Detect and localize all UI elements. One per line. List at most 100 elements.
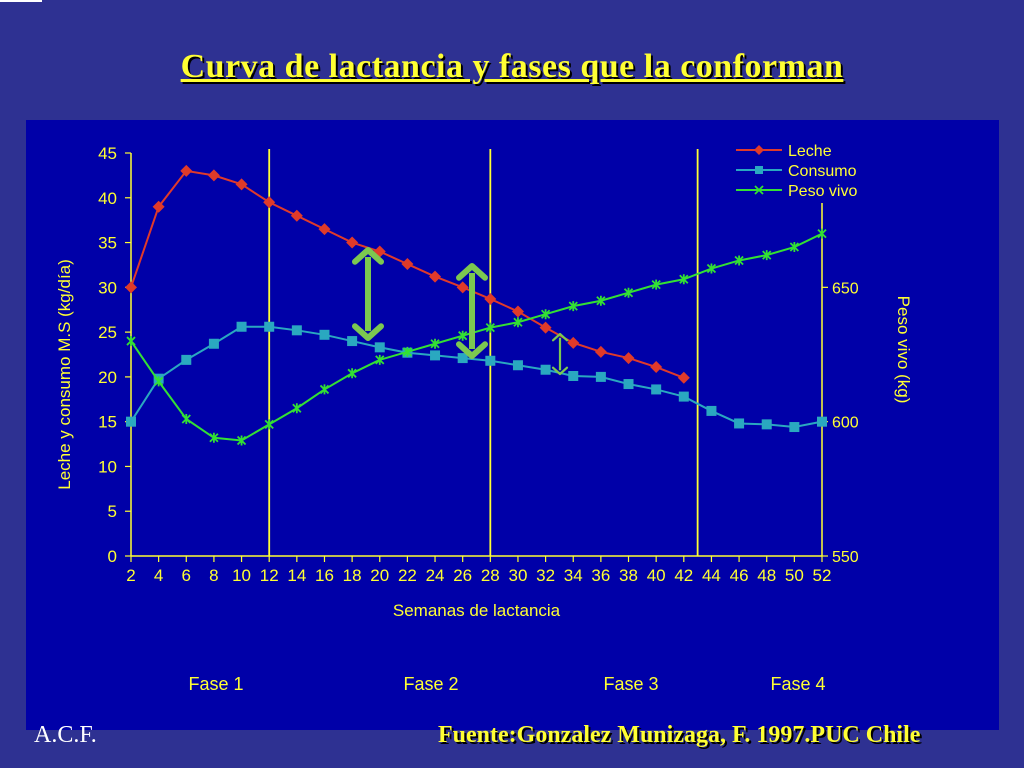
x-tick-label: 44 (702, 566, 721, 585)
peso-vivo-point (319, 384, 330, 395)
x-tick-label: 36 (591, 566, 610, 585)
leche-point (456, 281, 469, 294)
consumo-point (264, 321, 275, 332)
phase-label: Fase 2 (403, 674, 458, 694)
leche-point (180, 164, 193, 177)
gap-arrow-3-head-bottom (551, 366, 569, 376)
peso-vivo-point (347, 368, 357, 379)
leche-point (263, 196, 276, 209)
leche-point (207, 169, 220, 182)
x-tick-label: 52 (813, 566, 832, 585)
x-tick-label: 2 (126, 566, 135, 585)
consumo-point (457, 353, 468, 364)
peso-vivo-point (679, 274, 689, 285)
consumo-point (623, 379, 634, 390)
peso-vivo-point (734, 255, 744, 266)
consumo-point (208, 338, 219, 349)
consumo-point (761, 419, 772, 430)
y-left-tick-label: 25 (98, 323, 117, 342)
peso-vivo-point (651, 279, 661, 290)
x-tick-label: 14 (287, 566, 306, 585)
leche-point (318, 223, 331, 236)
y-left-tick-label: 0 (108, 547, 117, 566)
x-tick-label: 48 (757, 566, 776, 585)
consumo-point (651, 384, 662, 395)
series-line-consumo (130, 325, 823, 429)
leche-point (650, 361, 663, 374)
x-tick-label: 24 (426, 566, 445, 585)
peso-vivo-point (236, 435, 247, 446)
legend-label: Peso vivo (788, 183, 857, 200)
peso-vivo-point (458, 330, 468, 341)
peso-vivo-point (568, 301, 578, 312)
peso-vivo-point (485, 322, 495, 333)
consumo-point (789, 422, 800, 433)
consumo-point (236, 321, 247, 332)
leche-point (290, 209, 303, 222)
x-tick-label: 8 (209, 566, 218, 585)
peso-vivo-point (126, 336, 136, 347)
gap-arrow-2-head-bottom (456, 341, 488, 359)
x-tick-label: 6 (182, 566, 191, 585)
y-left-tick-label: 20 (98, 368, 117, 387)
consumo-point (595, 371, 606, 382)
leche-point (152, 200, 165, 213)
peso-vivo-point (209, 432, 219, 443)
x-tick-label: 18 (343, 566, 362, 585)
x-tick-label: 30 (508, 566, 527, 585)
legend-marker (754, 145, 764, 155)
x-tick-label: 20 (370, 566, 389, 585)
x-tick-label: 22 (398, 566, 417, 585)
x-tick-label: 50 (785, 566, 804, 585)
x-tick-label: 40 (647, 566, 666, 585)
x-tick-label: 26 (453, 566, 472, 585)
peso-vivo-point (596, 295, 606, 306)
peso-vivo-point (540, 309, 551, 320)
y-left-tick-label: 5 (108, 502, 117, 521)
consumo-point (540, 364, 551, 375)
x-tick-label: 38 (619, 566, 638, 585)
x-tick-label: 12 (260, 566, 279, 585)
leche-point (677, 371, 690, 384)
y-axis-left-label: Leche y consumo M.S (kg/día) (55, 259, 74, 490)
x-tick-label: 28 (481, 566, 500, 585)
y-left-tick-label: 30 (98, 278, 117, 297)
consumo-point (568, 370, 579, 381)
leche-point (346, 236, 359, 249)
consumo-point (347, 336, 358, 347)
gap-arrow-1-head-bottom (352, 323, 384, 341)
legend-marker (755, 166, 763, 174)
consumo-point (430, 350, 441, 361)
leche-point (125, 281, 137, 294)
x-tick-label: 46 (730, 566, 749, 585)
peso-vivo-point (706, 263, 717, 274)
leche-point (594, 345, 607, 358)
leche-point (484, 292, 497, 305)
y-axis-right-label: Peso vivo (kg) (894, 296, 913, 404)
leche-point (401, 258, 414, 271)
consumo-point (817, 416, 827, 427)
consumo-point (734, 418, 745, 429)
leche-point (235, 178, 248, 191)
gap-arrow-1-head-top (352, 247, 384, 265)
y-left-tick-label: 35 (98, 234, 117, 253)
slide-title: Curva de lactancia y fases que la confor… (180, 48, 844, 85)
peso-vivo-point (181, 413, 191, 424)
consumo-point (678, 391, 689, 402)
leche-point (511, 305, 524, 318)
legend-label: Consumo (788, 163, 857, 180)
gap-arrow-2-head-top (456, 263, 488, 281)
phase-label: Fase 3 (603, 674, 658, 694)
consumo-point (126, 416, 136, 427)
peso-vivo-point (513, 317, 523, 328)
x-tick-label: 34 (564, 566, 583, 585)
leche-point (567, 336, 580, 349)
y-left-tick-label: 40 (98, 189, 117, 208)
x-tick-label: 10 (232, 566, 251, 585)
leche-point (539, 321, 552, 334)
peso-vivo-point (817, 228, 827, 239)
consumo-point (374, 342, 385, 353)
consumo-point (485, 355, 496, 366)
source-citation: Fuente:Gonzalez Munizaga, F. 1997.PUC Ch… (438, 722, 921, 748)
consumo-point (706, 405, 717, 416)
